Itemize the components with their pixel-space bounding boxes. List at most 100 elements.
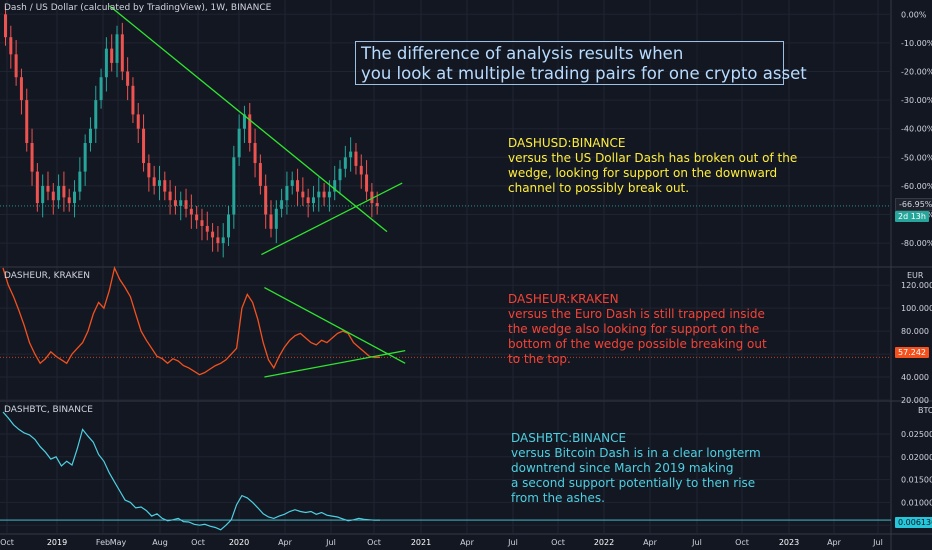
candle-body [264, 185, 268, 215]
eur-unit-label: EUR [907, 271, 924, 280]
eur-note-line: the wedge also looking for support on th… [508, 322, 760, 336]
x-tick-label: 2021 [411, 538, 431, 547]
eur-pane-title: DASHEUR, KRAKEN [4, 271, 90, 281]
usd-note-line: versus the US Dollar Dash has broken out… [508, 151, 798, 165]
x-tick-label: Jul [325, 538, 336, 547]
callout-line-2: you look at multiple trading pairs for o… [361, 64, 807, 83]
x-tick-label: Jul [872, 538, 883, 547]
btc-note-title: DASHBTC:BINANCE [511, 431, 627, 445]
candle-body [349, 151, 353, 158]
y-tick-label: 40.000 [901, 373, 929, 382]
y-tick-label: -10.00% [901, 39, 932, 48]
eur-note-title: DASHEUR:KRAKEN [508, 292, 619, 306]
x-tick-label: Apr [460, 538, 475, 547]
x-tick-label: Apr [827, 538, 842, 547]
candle-body [157, 180, 161, 186]
x-tick-label: 2019 [47, 538, 67, 547]
candle-body [365, 174, 369, 192]
candle-body [333, 180, 337, 192]
candle-body [120, 34, 124, 72]
y-tick-label: -50.00% [901, 153, 932, 162]
candle-body [19, 77, 23, 101]
usd-price-tag: -66.95% [895, 198, 932, 211]
usd-countdown-tag: 2d 13h [895, 211, 929, 222]
candle-body [327, 191, 331, 198]
x-tick-label: Jul [691, 538, 702, 547]
trendline [264, 350, 406, 378]
candle-body [51, 191, 55, 201]
candle-body [163, 180, 167, 192]
trendline [108, 5, 388, 233]
callout-line-1: The difference of analysis results when [361, 44, 684, 63]
candle-body [99, 77, 103, 101]
candle-body [258, 163, 262, 186]
candle-body [221, 237, 225, 244]
y-tick-label: -30.00% [901, 96, 932, 105]
candle-body [9, 37, 13, 55]
eur-note-line: to the top. [508, 352, 571, 366]
usd-note-title: DASHUSD:BINANCE [508, 136, 626, 150]
btc-price-tag: 0.006130 [895, 517, 932, 528]
btc-note-line: versus Bitcoin Dash is in a clear longte… [511, 446, 761, 460]
usd-note: DASHUSD:BINANCE versus the US Dollar Das… [508, 136, 797, 196]
candle-body [115, 34, 119, 63]
candle-body [301, 191, 305, 198]
candle-body [41, 185, 45, 204]
candle-body [354, 151, 358, 166]
trendline [261, 182, 403, 256]
candle-body [4, 14, 7, 38]
y-tick-label: -40.00% [901, 125, 932, 134]
candle-body [14, 54, 18, 78]
candle-body [147, 163, 151, 178]
y-tick-label: -20.00% [901, 68, 932, 77]
candle-body [269, 214, 273, 229]
candle-body [173, 200, 177, 206]
candle-body [370, 191, 374, 204]
x-tick-label: 2022 [594, 538, 614, 547]
y-tick-label: -80.00% [901, 239, 932, 248]
candle-body [205, 225, 209, 232]
candle-body [94, 100, 98, 129]
candle-body [211, 231, 215, 238]
x-tick-label: Oct [0, 538, 14, 547]
candle-body [375, 203, 379, 206]
candle-body [62, 185, 66, 198]
candle-body [73, 191, 77, 204]
usd-pane-title: Dash / US Dollar (calculated by TradingV… [4, 3, 272, 13]
candle-body [67, 197, 71, 204]
candle-body [57, 185, 61, 201]
y-tick-label: 0.010000 [901, 498, 932, 507]
candle-body [189, 208, 193, 215]
candle-body [83, 143, 87, 172]
trendline [264, 286, 406, 364]
candle-body [237, 128, 241, 158]
candle-body [311, 197, 315, 204]
candle-body [343, 157, 347, 169]
candle-body [46, 185, 50, 192]
candle-body [179, 200, 183, 206]
candle-body [359, 165, 363, 175]
usd-note-line: wedge, looking for support on the downwa… [508, 166, 778, 180]
btc-unit-label: BTC [918, 406, 932, 415]
x-tick-label: Apr [643, 538, 658, 547]
x-tick-label: Feb [96, 538, 110, 547]
x-tick-label: Oct [735, 538, 749, 547]
y-tick-label: 120.000 [901, 281, 932, 290]
x-tick-label: Aug [152, 538, 168, 547]
btc-note-line: a second support potentially to then ris… [511, 476, 756, 490]
x-tick-label: Oct [191, 538, 205, 547]
candle-body [142, 128, 146, 164]
eur-note-line: versus the Euro Dash is still trapped in… [508, 307, 765, 321]
series-line-dashbtc [2, 411, 381, 531]
candle-body [285, 185, 289, 201]
candle-body [152, 177, 156, 186]
candle-body [200, 220, 204, 226]
candle-body [110, 48, 114, 63]
btc-pane-title: DASHBTC, BINANCE [4, 405, 93, 415]
btc-note-line: downtrend since March 2019 making [511, 461, 734, 475]
eur-price-tag: 57.242 [895, 347, 929, 358]
candle-body [253, 143, 257, 164]
y-tick-label: 80.000 [901, 327, 929, 336]
candle-body [306, 197, 310, 204]
